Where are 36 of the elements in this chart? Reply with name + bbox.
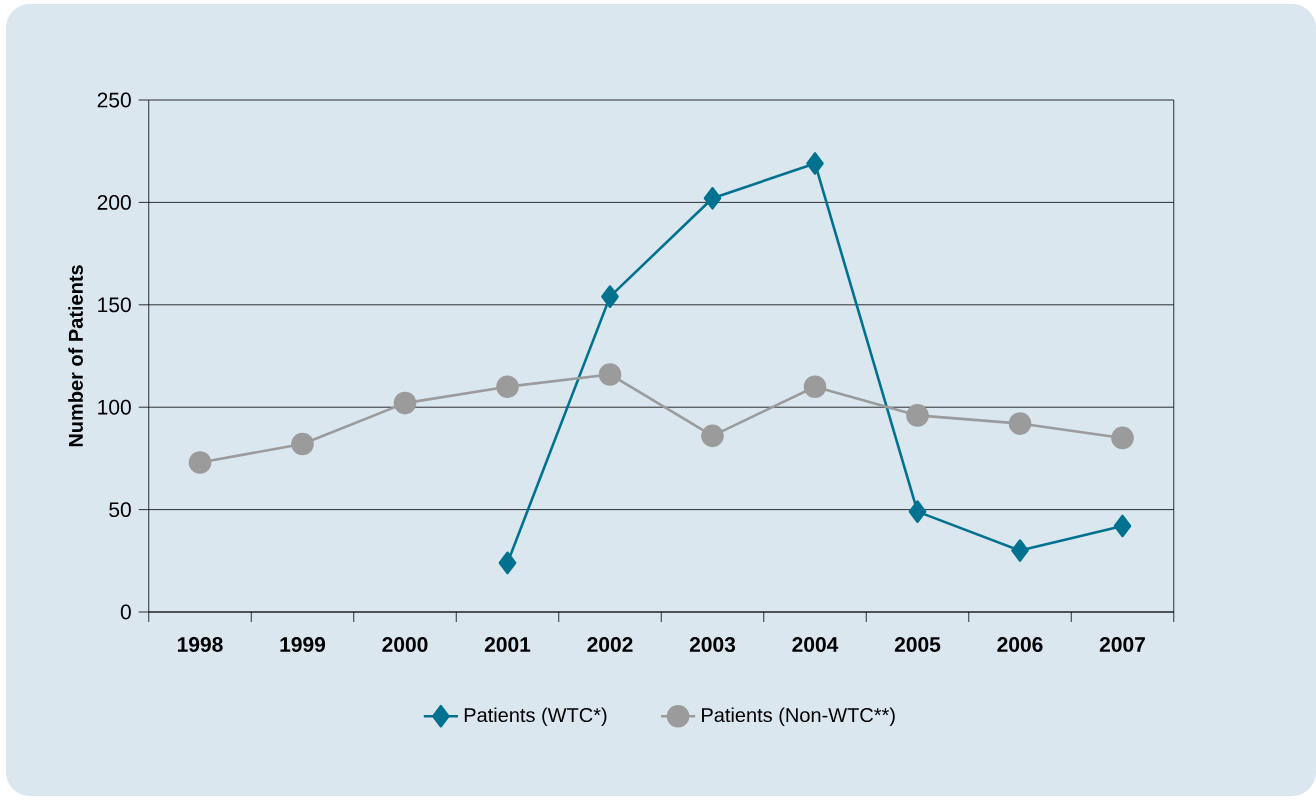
y-tick-label: 50 — [109, 502, 131, 518]
y-tick-label: 0 — [120, 604, 131, 620]
legend-label: Patients (WTC*) — [464, 707, 607, 727]
x-tick-label: 2001 — [484, 637, 531, 652]
point — [806, 152, 824, 175]
point — [1011, 539, 1029, 562]
x-tick-label: 2004 — [792, 637, 839, 652]
y-tick-label: 200 — [97, 194, 131, 210]
point — [1111, 426, 1134, 450]
x-tick-label: 1999 — [280, 637, 326, 652]
point — [393, 391, 417, 415]
point — [906, 404, 929, 427]
y-tick-label: 150 — [98, 297, 131, 313]
legend-label: Patients (Non-WTC**) — [702, 707, 895, 727]
point — [188, 451, 212, 474]
y-axis-title: Number of Patients — [68, 265, 83, 447]
point — [701, 424, 724, 448]
x-tick-label: 2000 — [382, 637, 428, 652]
point — [498, 551, 517, 575]
x-tick-label: 2002 — [587, 637, 633, 652]
y-tick-label: 250 — [97, 92, 131, 108]
x-tick-label: 2006 — [997, 637, 1043, 652]
y-tick-label: 100 — [98, 399, 131, 415]
point — [601, 285, 619, 308]
x-tick-label: 2003 — [689, 637, 736, 652]
point — [703, 187, 722, 210]
point — [291, 432, 314, 456]
x-tick-label: 2007 — [1099, 637, 1145, 652]
point — [598, 363, 622, 386]
point — [1113, 514, 1132, 538]
point — [803, 375, 827, 399]
x-tick-label: 2005 — [894, 637, 941, 652]
x-tick-label: 1998 — [177, 637, 223, 652]
point — [1008, 412, 1032, 435]
point — [496, 375, 519, 399]
point — [908, 500, 927, 523]
